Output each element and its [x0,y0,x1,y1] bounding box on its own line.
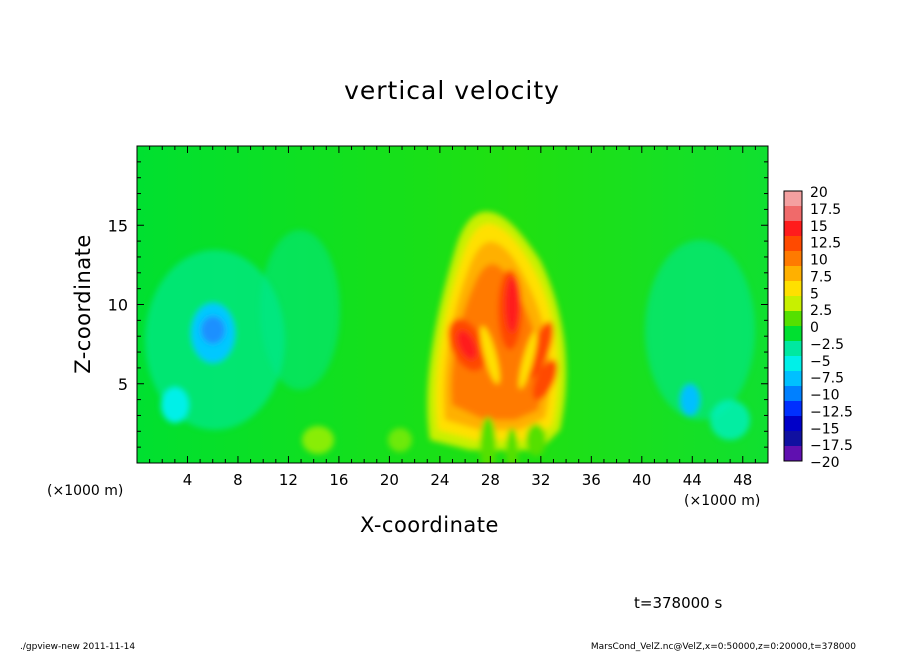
colorbar-cell [784,311,802,327]
time-label: t=378000 s [634,594,723,612]
downdraft-region [645,240,755,420]
y-axis-label: Z-coordinate [71,234,95,374]
colorbar-cell [784,326,802,342]
updraft-lobe [526,321,554,379]
downdraft-core [161,387,189,423]
x-tick-label: 32 [531,471,550,489]
y-tick-label: 10 [108,296,128,315]
colorbar-cell [784,431,802,447]
footer-left: ./gpview-new 2011-11-14 [20,642,136,652]
colorbar-label: −15 [810,421,840,437]
updraft-streak [518,330,538,390]
downdraft-core [680,384,700,416]
x-tick-label: 8 [233,471,243,489]
colorbar-label: −12.5 [810,404,853,420]
x-unit-left: (×1000 m) [47,483,124,499]
colorbar-label: 12.5 [810,236,841,252]
updraft-core [505,277,519,333]
minor-blob [302,426,334,454]
x-tick-label: 36 [582,471,601,489]
colorbar-cell [784,416,802,432]
y-tick-label: 15 [108,216,128,235]
colorbar-label: 7.5 [810,269,832,285]
downdraft-core [201,316,225,344]
x-tick-label: 28 [481,471,500,489]
updraft-lobe [457,330,477,360]
heatmap-field [137,146,768,463]
colorbar-label: −20 [810,455,840,471]
colorbar-cell [784,221,802,237]
low-gap [526,424,546,456]
colorbar-cell [784,281,802,297]
x-tick-label: 16 [329,471,348,489]
x-axis: 4 8 12 16 20 24 28 32 36 40 44 48 [149,146,756,489]
colorbar-label: −7.5 [810,371,844,387]
colorbar-cell [784,356,802,372]
colorbar-cell [784,341,802,357]
downdraft-core [710,400,750,440]
colorbar-cell [784,401,802,417]
updraft-streak [480,325,500,385]
low-gap [506,428,518,463]
minor-blob [388,428,412,452]
colorbar-cell [784,446,802,462]
downdraft-region [260,230,340,390]
colorbar-label: −10 [810,388,840,404]
colorbar-cell [784,266,802,282]
x-unit-right: (×1000 m) [684,493,761,509]
colorbar-label: 5 [810,286,819,302]
x-tick-label: 4 [183,471,193,489]
colorbar-label: 20 [810,185,828,201]
colorbar-label: 10 [810,253,828,269]
x-tick-label: 40 [632,471,651,489]
x-axis-label: X-coordinate [360,513,499,537]
colorbar-label: −5 [810,354,831,370]
colorbar-label: −2.5 [810,337,844,353]
colorbar-cell [784,251,802,267]
colorbar-cell [784,191,802,207]
colorbar-label: 15 [810,219,828,235]
colorbar-label: −17.5 [810,438,853,454]
colorbar-label: 2.5 [810,303,832,319]
y-tick-label: 5 [118,375,128,394]
colorbar-cell [784,236,802,252]
x-tick-label: 12 [279,471,298,489]
colorbar-cell [784,386,802,402]
x-tick-label: 48 [733,471,752,489]
updraft-lobe [532,359,558,401]
y-axis: 5 10 15 [108,161,768,448]
chart-title: vertical velocity [344,76,560,105]
colorbar: 2017.51512.5107.552.50−2.5−5−7.5−10−12.5… [783,185,853,471]
colorbar-label: 0 [810,320,819,336]
low-gap [480,417,496,463]
x-tick-label: 20 [380,471,399,489]
x-tick-label: 44 [683,471,702,489]
colorbar-label: 17.5 [810,202,841,218]
colorbar-frame [783,190,803,462]
x-tick-label: 24 [430,471,449,489]
colorbar-cell [784,296,802,312]
colorbar-cell [784,371,802,387]
colorbar-cell [784,206,802,222]
footer-right: MarsCond_VelZ.nc@VelZ,x=0:50000,z=0:2000… [590,642,856,652]
